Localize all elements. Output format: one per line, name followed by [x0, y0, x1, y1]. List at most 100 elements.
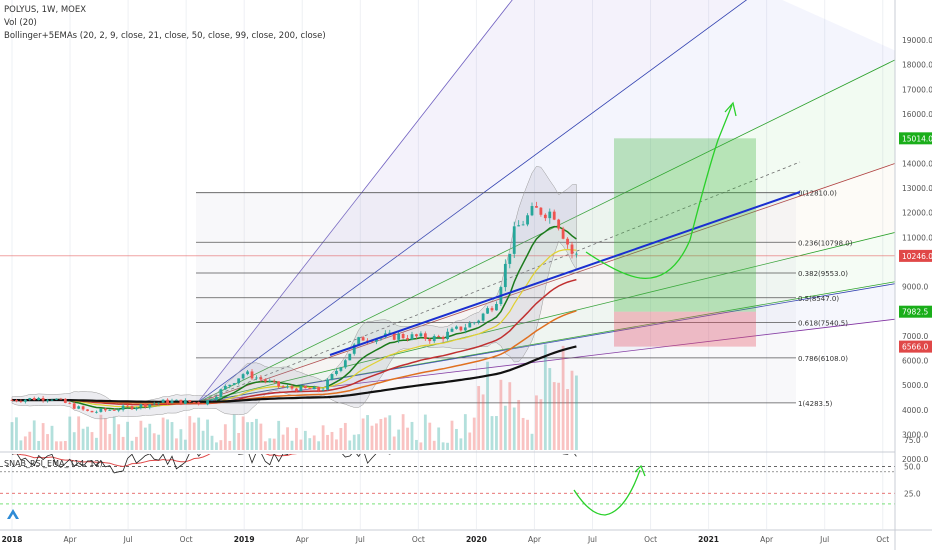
time-tick-label: 2019	[234, 535, 255, 544]
fan-line	[197, 163, 895, 403]
ema-50-line	[12, 278, 577, 406]
candle-body	[512, 226, 516, 254]
fan-line	[197, 318, 895, 403]
price-tick-label: 5000.0	[902, 381, 928, 390]
candle-body	[179, 399, 183, 404]
price-badge-label: 7982.5	[902, 308, 928, 317]
price-badge-label: 10246.0	[902, 252, 932, 261]
fib-level-label: 0.786(6108.0)	[798, 355, 848, 363]
price-tick-label: 17000.0	[902, 85, 932, 94]
volume-bar	[161, 417, 165, 450]
volume-bar	[255, 418, 258, 450]
candle-body	[103, 408, 107, 411]
candle-body	[152, 403, 156, 405]
price-tick-label: 16000.0	[902, 110, 932, 119]
volume-bar	[232, 414, 236, 450]
candle-body	[486, 308, 489, 314]
volume-bar	[477, 386, 481, 450]
candle-body	[15, 400, 18, 402]
candle-body	[281, 386, 285, 388]
candle-body	[326, 379, 329, 390]
volume-bar	[570, 370, 574, 450]
price-tick-label: 19000.0	[902, 36, 932, 45]
volume-bar	[290, 440, 294, 450]
volume-bar	[259, 423, 263, 450]
volume-bar	[188, 416, 192, 450]
volume-bar	[183, 439, 187, 450]
candle-body	[423, 333, 427, 339]
price-badge-label: 6566.0	[902, 343, 928, 352]
candle-body	[166, 399, 169, 404]
candle-body	[86, 409, 89, 411]
rsi-legend[interactable]: SNAB_RSI_EMA_ (14, 12)	[4, 459, 103, 468]
candle-body	[441, 337, 445, 340]
volume-bar	[23, 436, 27, 450]
volume-bar	[543, 344, 547, 450]
volume-bar	[521, 417, 525, 450]
volume-bar	[432, 440, 436, 450]
candle-body	[459, 326, 463, 331]
candle-body	[228, 384, 232, 387]
rsi-tick-label: 25.0	[904, 489, 921, 498]
candle-body	[59, 398, 63, 400]
candle-body	[557, 219, 561, 229]
candle-body	[530, 206, 534, 216]
volume-bar	[535, 395, 538, 450]
volume-bar	[246, 422, 249, 450]
candle-body	[272, 380, 276, 382]
volume-bar	[121, 436, 125, 450]
candle-body	[570, 244, 574, 254]
volume-bar	[19, 440, 23, 450]
volume-bar	[419, 442, 423, 450]
volume-bar	[366, 415, 369, 450]
candle-body	[477, 320, 481, 323]
volume-bar	[321, 425, 325, 450]
volume-bar	[281, 434, 285, 450]
candle-body	[286, 386, 289, 388]
volume-bar	[179, 429, 183, 450]
volume-bar	[539, 399, 543, 450]
indicator-legend[interactable]: Bollinger+5EMAs (20, 2, 9, close, 21, cl…	[4, 31, 326, 41]
fan-line	[197, 0, 748, 403]
candle-body	[463, 327, 467, 331]
candle-body	[259, 377, 263, 380]
candle-body	[197, 402, 201, 404]
rsi-ema-line	[12, 454, 297, 468]
volume-bar	[441, 442, 445, 450]
volume-bar	[512, 407, 516, 450]
candle-body	[419, 333, 423, 337]
symbol-label[interactable]: POLYUS, 1W, MOEX	[4, 5, 87, 15]
price-tick-label: 7000.0	[902, 332, 928, 341]
candle-body	[192, 402, 196, 403]
fan-fill	[197, 0, 895, 403]
price-tick-label: 14000.0	[902, 159, 932, 168]
volume-bar	[175, 438, 178, 450]
candle-body	[81, 406, 85, 410]
candle-body	[321, 389, 325, 391]
fib-level-label: 0.5(8547.0)	[798, 295, 839, 303]
volume-bar	[348, 440, 352, 450]
rsi-tick-label: 75.0	[904, 436, 921, 445]
volume-bar	[28, 431, 32, 450]
candle-body	[401, 334, 405, 339]
volume-bar	[343, 422, 347, 450]
volume-bar	[10, 422, 14, 450]
volume-bar	[112, 416, 116, 450]
candle-body	[175, 399, 178, 401]
candle-body	[428, 338, 432, 342]
volume-bar	[143, 427, 147, 450]
volume-bar	[415, 439, 418, 450]
volume-bar	[517, 399, 521, 450]
candle-body	[201, 403, 205, 405]
candle-body	[343, 360, 347, 368]
trendline-blue	[329, 191, 801, 356]
time-tick-label: Apr	[64, 535, 78, 544]
chart-legend: POLYUS, 1W, MOEX Vol (20) Bollinger+5EMA…	[4, 4, 326, 43]
volume-legend[interactable]: Vol (20)	[4, 18, 37, 28]
volume-bar	[428, 422, 432, 450]
fan-line	[197, 59, 895, 403]
candle-body	[237, 378, 241, 384]
volume-bar	[508, 382, 512, 450]
tradingview-logo-icon[interactable]	[6, 508, 20, 520]
